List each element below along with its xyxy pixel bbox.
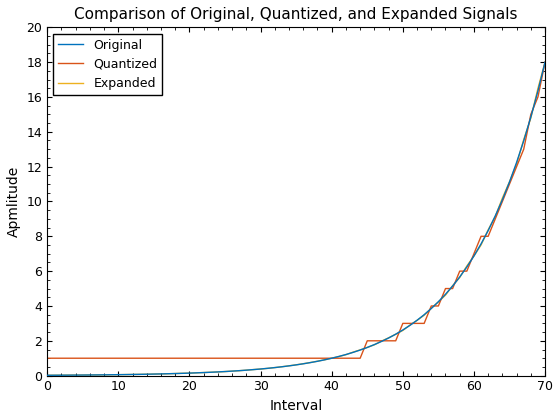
Expanded <box>58 373 65 378</box>
Quantized <box>229 356 236 361</box>
Original <box>514 160 520 165</box>
Quantized <box>343 356 349 361</box>
Quantized <box>44 356 50 361</box>
Quantized <box>514 164 520 169</box>
Expanded <box>229 369 236 374</box>
Quantized <box>286 356 292 361</box>
Expanded <box>44 373 50 378</box>
Legend: Original, Quantized, Expanded: Original, Quantized, Expanded <box>54 34 162 95</box>
Original <box>44 373 50 378</box>
Quantized <box>186 356 193 361</box>
Line: Original: Original <box>47 62 545 375</box>
Y-axis label: Apmlitude: Apmlitude <box>7 166 21 237</box>
Quantized <box>542 60 548 65</box>
Original <box>542 60 548 65</box>
Line: Quantized: Quantized <box>47 62 545 358</box>
Original <box>229 369 236 374</box>
Original <box>343 352 349 357</box>
Expanded <box>286 363 292 368</box>
Expanded <box>343 352 349 357</box>
X-axis label: Interval: Interval <box>269 399 323 413</box>
Original <box>186 370 193 375</box>
Expanded <box>542 60 548 65</box>
Title: Comparison of Original, Quantized, and Expanded Signals: Comparison of Original, Quantized, and E… <box>74 7 518 22</box>
Original <box>286 363 292 368</box>
Expanded <box>514 162 520 167</box>
Expanded <box>186 370 193 375</box>
Quantized <box>58 356 65 361</box>
Line: Expanded: Expanded <box>47 62 545 375</box>
Original <box>58 373 65 378</box>
